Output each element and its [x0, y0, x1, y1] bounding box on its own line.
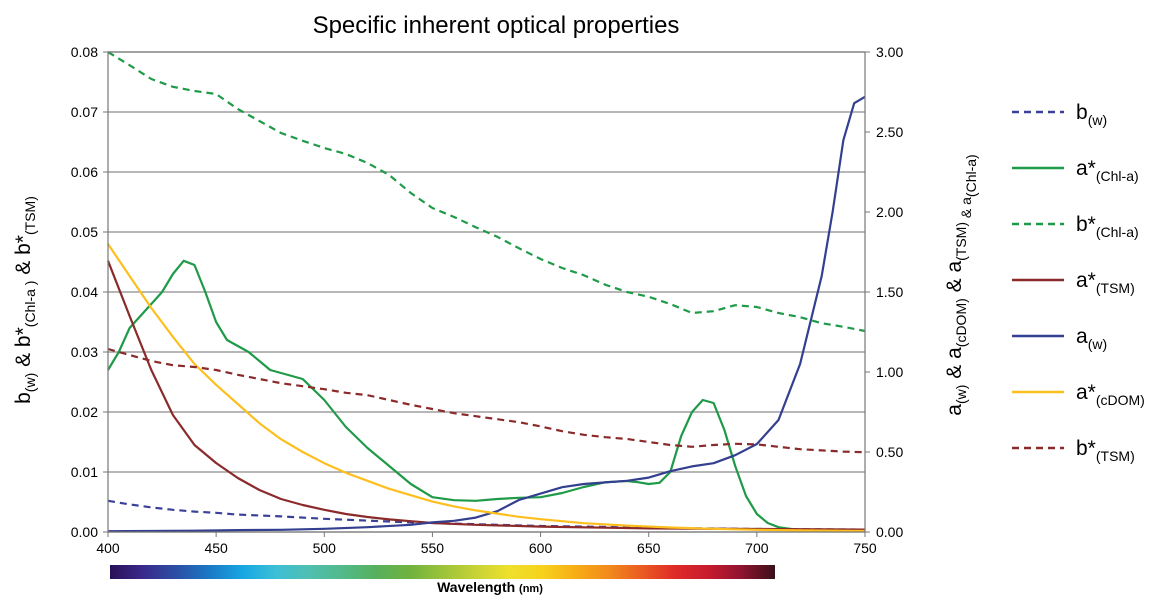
- series-line-b-tsm: [107, 347, 866, 454]
- wavelength-spectrum-bar: [110, 565, 775, 579]
- legend-label-a-w: a(w): [1076, 325, 1107, 352]
- legend-label-a-tsm: a*(TSM): [1076, 269, 1135, 296]
- series-line-a-w: [107, 95, 866, 533]
- series-line-a-cdom: [107, 243, 866, 533]
- chart-title: Specific inherent optical properties: [313, 12, 680, 39]
- x-tick-label: 600: [529, 540, 553, 556]
- spectrum-gradient: [110, 565, 775, 579]
- legend-label-b-chl-a: b*(Chl-a): [1076, 213, 1139, 240]
- series-line-b-w: [107, 499, 866, 531]
- series-layer: [106, 51, 866, 533]
- x-axis-label: Wavelength (nm): [437, 579, 543, 595]
- x-tick-label: 750: [853, 540, 877, 556]
- right-tick-label: 1.50: [876, 284, 903, 300]
- series-line-a-chl-a: [107, 259, 866, 532]
- right-tick-label: 2.00: [876, 204, 903, 220]
- grid: [108, 51, 865, 533]
- left-tick-label: 0.05: [71, 224, 98, 240]
- x-tick-label: 500: [313, 540, 337, 556]
- x-tick-label: 700: [745, 540, 769, 556]
- legend-label-b-w: b(w): [1076, 101, 1107, 128]
- left-tick-label: 0.01: [71, 464, 98, 480]
- right-tick-label: 0.50: [876, 444, 903, 460]
- left-tick-label: 0.04: [71, 284, 98, 300]
- x-tick-label: 400: [96, 540, 120, 556]
- left-tick-label: 0.00: [71, 524, 98, 540]
- y-axis-label-left: b(w) & b*(Chl-a ) & b*(TSM): [12, 196, 38, 404]
- legend-label-b-tsm: b*(TSM): [1076, 437, 1135, 464]
- legend: b(w) a*(Chl-a) b*(Chl-a) a*(TSM) a(w) a*(cDOM…: [1012, 101, 1145, 464]
- right-y-ticks: 0.00 0.50 1.00 1.50 2.00 2.50 3.00: [865, 44, 903, 540]
- left-y-ticks: 0.00 0.01 0.02 0.03 0.04 0.05 0.06 0.07 0.08: [71, 44, 108, 540]
- left-tick-label: 0.07: [71, 104, 98, 120]
- x-tick-label: 650: [637, 540, 661, 556]
- legend-label-a-cdom: a*(cDOM): [1076, 381, 1145, 408]
- left-tick-label: 0.03: [71, 344, 98, 360]
- right-tick-label: 3.00: [876, 44, 903, 60]
- left-tick-label: 0.02: [71, 404, 98, 420]
- right-tick-label: 0.00: [876, 524, 903, 540]
- series-line-a-tsm: [106, 260, 866, 531]
- x-tick-label: 550: [421, 540, 445, 556]
- legend-label-a-chl-a: a*(Chl-a): [1076, 157, 1139, 184]
- x-tick-label: 450: [204, 540, 228, 556]
- right-tick-label: 1.00: [876, 364, 903, 380]
- left-tick-label: 0.06: [71, 164, 98, 180]
- x-ticks: 400 450 500 550 600 650 700 750: [96, 532, 877, 556]
- left-tick-label: 0.08: [71, 44, 98, 60]
- series-line-b-chl-a: [107, 51, 866, 333]
- right-tick-label: 2.50: [876, 124, 903, 140]
- y-axis-label-right: a(w) & a(cDOM) & a(TSM) & a(Chl-a): [943, 154, 979, 415]
